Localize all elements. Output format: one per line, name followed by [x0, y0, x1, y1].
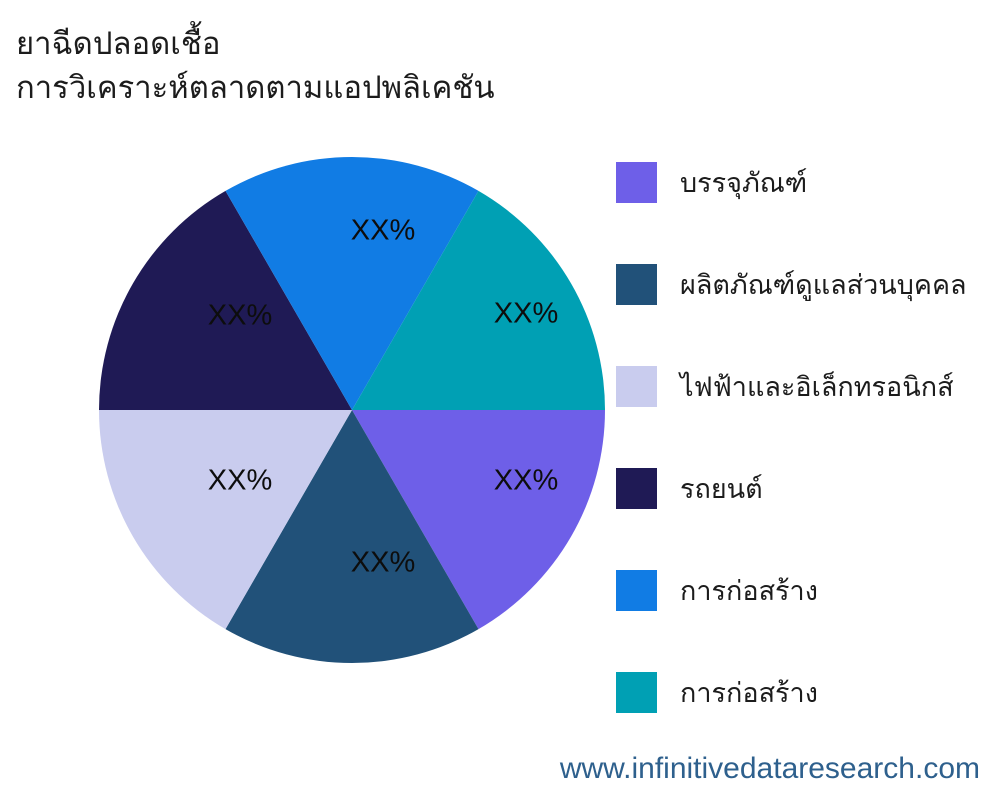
pie-slice-5 [352, 190, 605, 410]
pie-percent-label-4: XX% [350, 214, 416, 247]
legend-item-4: การก่อสร้าง [616, 569, 967, 612]
pie-slice-3 [99, 190, 352, 410]
legend: บรรจุภัณฑ์ผลิตภัณฑ์ดูแลส่วนบุคคลไฟฟ้าและ… [616, 161, 967, 714]
pie-percent-label-2: XX% [207, 464, 273, 497]
pie-slice-2 [99, 410, 352, 630]
legend-swatch-icon [616, 468, 657, 509]
legend-label: ผลิตภัณฑ์ดูแลส่วนบุคคล [680, 270, 967, 300]
legend-item-3: รถยนต์ [616, 467, 967, 510]
chart-title-block: ยาฉีดปลอดเชื้อ การวิเคราะห์ตลาดตามแอปพลิ… [16, 22, 495, 110]
chart-title: ยาฉีดปลอดเชื้อ [16, 26, 221, 61]
legend-label: รถยนต์ [680, 474, 763, 504]
legend-swatch-icon [616, 672, 657, 713]
legend-label: ไฟฟ้าและอิเล็กทรอนิกส์ [680, 372, 954, 402]
legend-item-0: บรรจุภัณฑ์ [616, 161, 967, 204]
pie-percent-label-1: XX% [350, 546, 416, 579]
legend-swatch-icon [616, 264, 657, 305]
legend-swatch-icon [616, 366, 657, 407]
pie-percent-label-0: XX% [493, 464, 559, 497]
legend-item-1: ผลิตภัณฑ์ดูแลส่วนบุคคล [616, 263, 967, 306]
legend-swatch-icon [616, 570, 657, 611]
legend-label: บรรจุภัณฑ์ [680, 168, 808, 198]
pie-slice-1 [225, 410, 479, 663]
pie-slice-0 [352, 410, 605, 630]
pie-percent-label-5: XX% [493, 297, 559, 330]
legend-item-2: ไฟฟ้าและอิเล็กทรอนิกส์ [616, 365, 967, 408]
chart-subtitle: การวิเคราะห์ตลาดตามแอปพลิเคชัน [16, 70, 495, 105]
legend-label: การก่อสร้าง [680, 576, 818, 606]
footer-url: www.infinitivedataresearch.com [559, 752, 980, 785]
legend-label: การก่อสร้าง [680, 678, 818, 708]
pie-slice-4 [225, 157, 479, 410]
legend-item-5: การก่อสร้าง [616, 671, 967, 714]
legend-swatch-icon [616, 162, 657, 203]
pie-percent-label-3: XX% [207, 299, 273, 332]
